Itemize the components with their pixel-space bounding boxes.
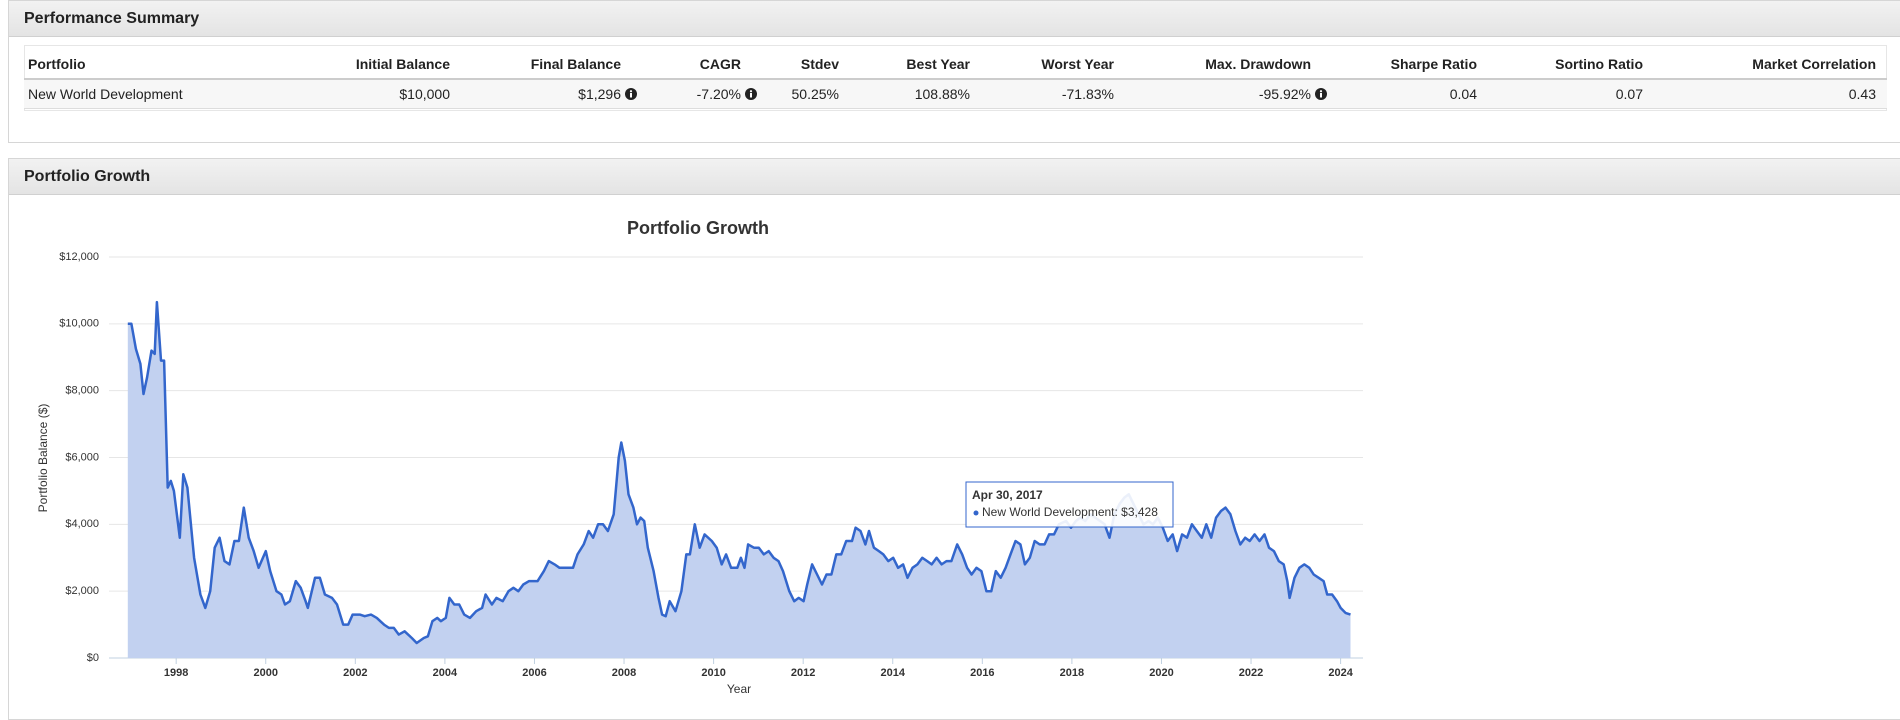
table-cell-text: 0.04 xyxy=(1449,86,1477,102)
table-cell: $10,000 xyxy=(399,86,450,102)
table-cell-text: 108.88% xyxy=(914,86,970,102)
column-header: Market Correlation xyxy=(1752,56,1876,72)
table-cell-text: 0.43 xyxy=(1848,86,1876,102)
page: Performance Summary Portfolio Initial Bal… xyxy=(8,0,1900,720)
column-header: Worst Year xyxy=(1041,56,1114,72)
x-tick-label: 2010 xyxy=(701,667,725,679)
x-tick-label: 2012 xyxy=(791,667,815,679)
column-header-text: CAGR xyxy=(699,56,741,72)
info-icon[interactable] xyxy=(625,88,637,100)
column-header-text: Stdev xyxy=(800,56,839,72)
table-cell: -7.20% xyxy=(697,86,757,102)
column-header-text: Market Correlation xyxy=(1752,56,1876,72)
column-header-text: Sharpe Ratio xyxy=(1390,56,1477,72)
column-header-text: Portfolio xyxy=(28,56,86,72)
x-tick-label: 2024 xyxy=(1328,667,1353,679)
column-header: Portfolio xyxy=(28,56,86,72)
column-header-text: Initial Balance xyxy=(355,56,450,72)
table-cell-text: $1,296 xyxy=(578,86,621,102)
x-tick-label: 2022 xyxy=(1239,667,1263,679)
table-cell-text: -71.83% xyxy=(1061,86,1114,102)
column-header: CAGR xyxy=(700,56,741,72)
table-cell-text: 50.25% xyxy=(791,86,839,102)
table-cell-text: New World Development xyxy=(28,86,183,102)
row-bg xyxy=(24,80,1887,109)
table-cell: -71.83% xyxy=(1062,86,1114,102)
table-cell-text: $10,000 xyxy=(399,86,450,102)
tooltip-dot xyxy=(973,510,979,516)
y-tick-label: $4,000 xyxy=(65,518,99,530)
column-header: Best Year xyxy=(906,56,970,72)
area xyxy=(127,302,1351,658)
table-cell-text: -95.92% xyxy=(1258,86,1311,102)
column-header: Initial Balance xyxy=(356,56,450,72)
column-header: Sortino Ratio xyxy=(1555,56,1643,72)
x-tick-label: 2018 xyxy=(1060,667,1084,679)
x-tick-label: 1998 xyxy=(164,667,188,679)
column-header-text: Max. Drawdown xyxy=(1205,56,1311,72)
y-tick-label: $2,000 xyxy=(65,585,99,597)
tooltip: Apr 30, 2017 New World Development: $3,42… xyxy=(965,481,1174,528)
y-tick-label: $6,000 xyxy=(65,451,99,463)
y-tick-label: $0 xyxy=(87,652,99,664)
tooltip-box xyxy=(965,481,1174,528)
column-header: Final Balance xyxy=(531,56,621,72)
x-axis-label: Year xyxy=(727,682,751,696)
x-tick-label: 2004 xyxy=(433,667,458,679)
column-header-text: Final Balance xyxy=(530,56,621,72)
column-header: Sharpe Ratio xyxy=(1391,56,1477,72)
table-cell-text: 0.07 xyxy=(1615,86,1643,102)
x-tick-label: 2002 xyxy=(343,667,367,679)
table-cell: 0.07 xyxy=(1616,86,1643,102)
table-cell: 0.04 xyxy=(1450,86,1477,102)
info-icon[interactable] xyxy=(745,88,757,100)
column-header-text: Sortino Ratio xyxy=(1555,56,1643,72)
y-tick-label: $8,000 xyxy=(65,385,99,397)
x-tick-label: 2016 xyxy=(970,667,994,679)
summary-table: Portfolio Initial Balance Final Balance CAG… xyxy=(24,0,1887,111)
x-tick-label: 2000 xyxy=(254,667,278,679)
table-cell: -95.92% xyxy=(1259,86,1327,102)
y-tick-label: $12,000 xyxy=(59,251,99,263)
x-tick-label: 2006 xyxy=(522,667,546,679)
table-cell: $1,296 xyxy=(578,86,637,102)
x-tick-label: 2020 xyxy=(1149,667,1173,679)
column-header-text: Worst Year xyxy=(1041,56,1114,72)
table-cell: 50.25% xyxy=(792,86,839,102)
table-cell: 0.43 xyxy=(1849,86,1876,102)
header-rule xyxy=(24,78,1887,80)
summary-panel: Performance Summary xyxy=(8,0,1900,143)
info-icon[interactable] xyxy=(1315,88,1327,100)
column-header: Stdev xyxy=(801,56,839,72)
chart-title: Portfolio Growth xyxy=(627,218,769,238)
tooltip-date: Apr 30, 2017 xyxy=(972,488,1043,502)
x-tick-label: 2008 xyxy=(612,667,636,679)
x-tick-label: 2014 xyxy=(881,667,906,679)
table-cell: New World Development xyxy=(28,86,183,102)
table-cell: 108.88% xyxy=(915,86,970,102)
panel-title: Performance Summary xyxy=(9,1,1900,37)
table-cell-text: -7.20% xyxy=(696,86,741,102)
column-header: Max. Drawdown xyxy=(1205,56,1311,72)
tooltip-text: New World Development: $3,428 xyxy=(982,505,1158,519)
y-tick-label: $10,000 xyxy=(59,318,99,330)
panel-title: Portfolio Growth xyxy=(9,159,1900,195)
chart: Portfolio Growth Portfolio Balance ($) Y… xyxy=(36,218,1363,696)
y-axis-label: Portfolio Balance ($) xyxy=(36,404,50,513)
column-header-text: Best Year xyxy=(906,56,970,72)
